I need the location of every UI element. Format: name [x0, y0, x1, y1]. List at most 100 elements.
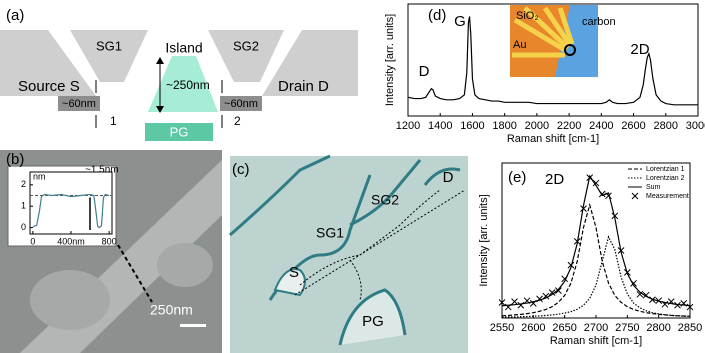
x-tick-label: 2000: [525, 120, 549, 132]
gap-box: [220, 96, 262, 111]
x-tick-label: 1400: [428, 120, 452, 132]
sg1-gate: [70, 30, 148, 82]
x-tick-label: 2400: [589, 120, 613, 132]
inset-label: carbon: [582, 16, 616, 28]
gate-label: SG1: [316, 225, 344, 241]
gate-label: SG2: [233, 38, 259, 53]
data-marker: [605, 192, 612, 200]
map-region: [555, 5, 598, 77]
peak-label: D: [419, 63, 430, 80]
x-tick-label: 400nm: [57, 236, 85, 246]
x-axis-label: Raman shift [cm-1]: [550, 335, 642, 347]
data-marker: [580, 205, 587, 212]
x-tick-label: 2750: [615, 322, 639, 334]
inset-box: [7, 165, 117, 247]
panel-label: (c): [232, 161, 250, 178]
data-marker: [586, 174, 594, 181]
peak-label: 2D: [630, 41, 649, 58]
flake-outline: [294, 189, 466, 296]
x-tick-label: 3000: [686, 120, 705, 132]
data-marker: [611, 212, 619, 220]
data-line: [32, 193, 110, 229]
electrode-edge: [229, 154, 331, 237]
data-marker: [529, 300, 537, 307]
sg2-gate: [208, 30, 284, 82]
y-tick-label: 1: [21, 201, 26, 211]
peak-label: 2D: [545, 171, 564, 188]
panel-label: (d): [428, 7, 446, 24]
gate-label: PG: [362, 313, 384, 330]
electrode-edge: [349, 159, 422, 227]
data-marker: [511, 298, 518, 305]
x-tick-label: 2700: [584, 322, 608, 334]
data-marker: [674, 301, 681, 309]
scale-bar: [180, 324, 206, 327]
panel-label: (b): [6, 151, 24, 168]
x-tick-label: 800: [102, 236, 117, 246]
plunger-gate: [145, 123, 213, 141]
y-axis-label: Intensity [arr. units]: [478, 194, 490, 286]
data-marker: [561, 275, 569, 283]
legend-label: Lorentzian 1: [646, 166, 685, 173]
gate-label: D: [443, 169, 454, 186]
data-line: [501, 202, 691, 317]
x-tick-label: 2600: [521, 322, 545, 334]
gap-label: ~60nm: [62, 98, 96, 110]
data-marker: [592, 179, 600, 187]
data-marker: [548, 289, 556, 296]
plot-frame: [407, 3, 699, 117]
data-marker: [573, 238, 581, 245]
gate-label: SG1: [96, 38, 122, 53]
arrow-head: [156, 106, 164, 113]
y-tick-label: 2: [21, 179, 26, 189]
gate-blob: [30, 270, 110, 330]
x-tick-label: 2850: [678, 322, 702, 334]
source-label: Source S: [18, 78, 80, 95]
x-tick-label: 0: [30, 236, 35, 246]
data-line: [407, 16, 698, 106]
data-marker: [680, 300, 688, 307]
data-marker: [686, 303, 694, 311]
legend-label: Measurement: [646, 193, 689, 200]
x-tick-label: 1200: [396, 120, 420, 132]
panel-label: (a): [6, 7, 24, 24]
peak-label: G: [454, 13, 466, 30]
data-marker: [636, 290, 644, 298]
panel-c: (c) SG2 D SG1 S PG: [229, 154, 468, 353]
gap-box: [58, 96, 100, 111]
inset-label: Au: [513, 39, 526, 51]
scale-label: 250nm: [150, 302, 193, 318]
x-tick-label: 2800: [654, 120, 678, 132]
panel-label: (e): [508, 169, 526, 186]
annotation: ~1.5nm: [85, 165, 119, 176]
legend-label: Sum: [646, 184, 661, 191]
junction-label: 1: [110, 114, 117, 128]
legend-marker: [631, 192, 639, 200]
data-marker: [555, 287, 562, 295]
y-unit: nm: [33, 171, 46, 181]
island: [148, 56, 218, 112]
x-tick-label: 2200: [557, 120, 581, 132]
arrow-head: [156, 57, 164, 64]
gate-label: S: [289, 264, 299, 281]
panel-b: (b) 250nm: [0, 150, 222, 353]
data-marker: [598, 190, 606, 198]
panel-a: (a) SG1 Island SG2 Source S Drain D ~250…: [0, 7, 358, 141]
gap-label: ~60nm: [224, 98, 258, 110]
data-marker: [536, 295, 543, 303]
electrode-edge: [423, 167, 461, 186]
data-marker: [630, 279, 637, 287]
x-axis-label: Raman shift [cm-1]: [507, 133, 599, 145]
junction-label: 2: [234, 114, 241, 128]
island-label: Island: [165, 40, 202, 56]
gate-blob: [157, 243, 213, 287]
data-marker: [667, 298, 675, 305]
data-marker: [661, 300, 669, 308]
x-tick-label: 2800: [646, 322, 670, 334]
data-marker: [542, 292, 550, 300]
data-marker: [523, 297, 531, 305]
data-marker: [655, 297, 663, 305]
y-axis-label: Intensity [arr. units]: [384, 14, 396, 106]
